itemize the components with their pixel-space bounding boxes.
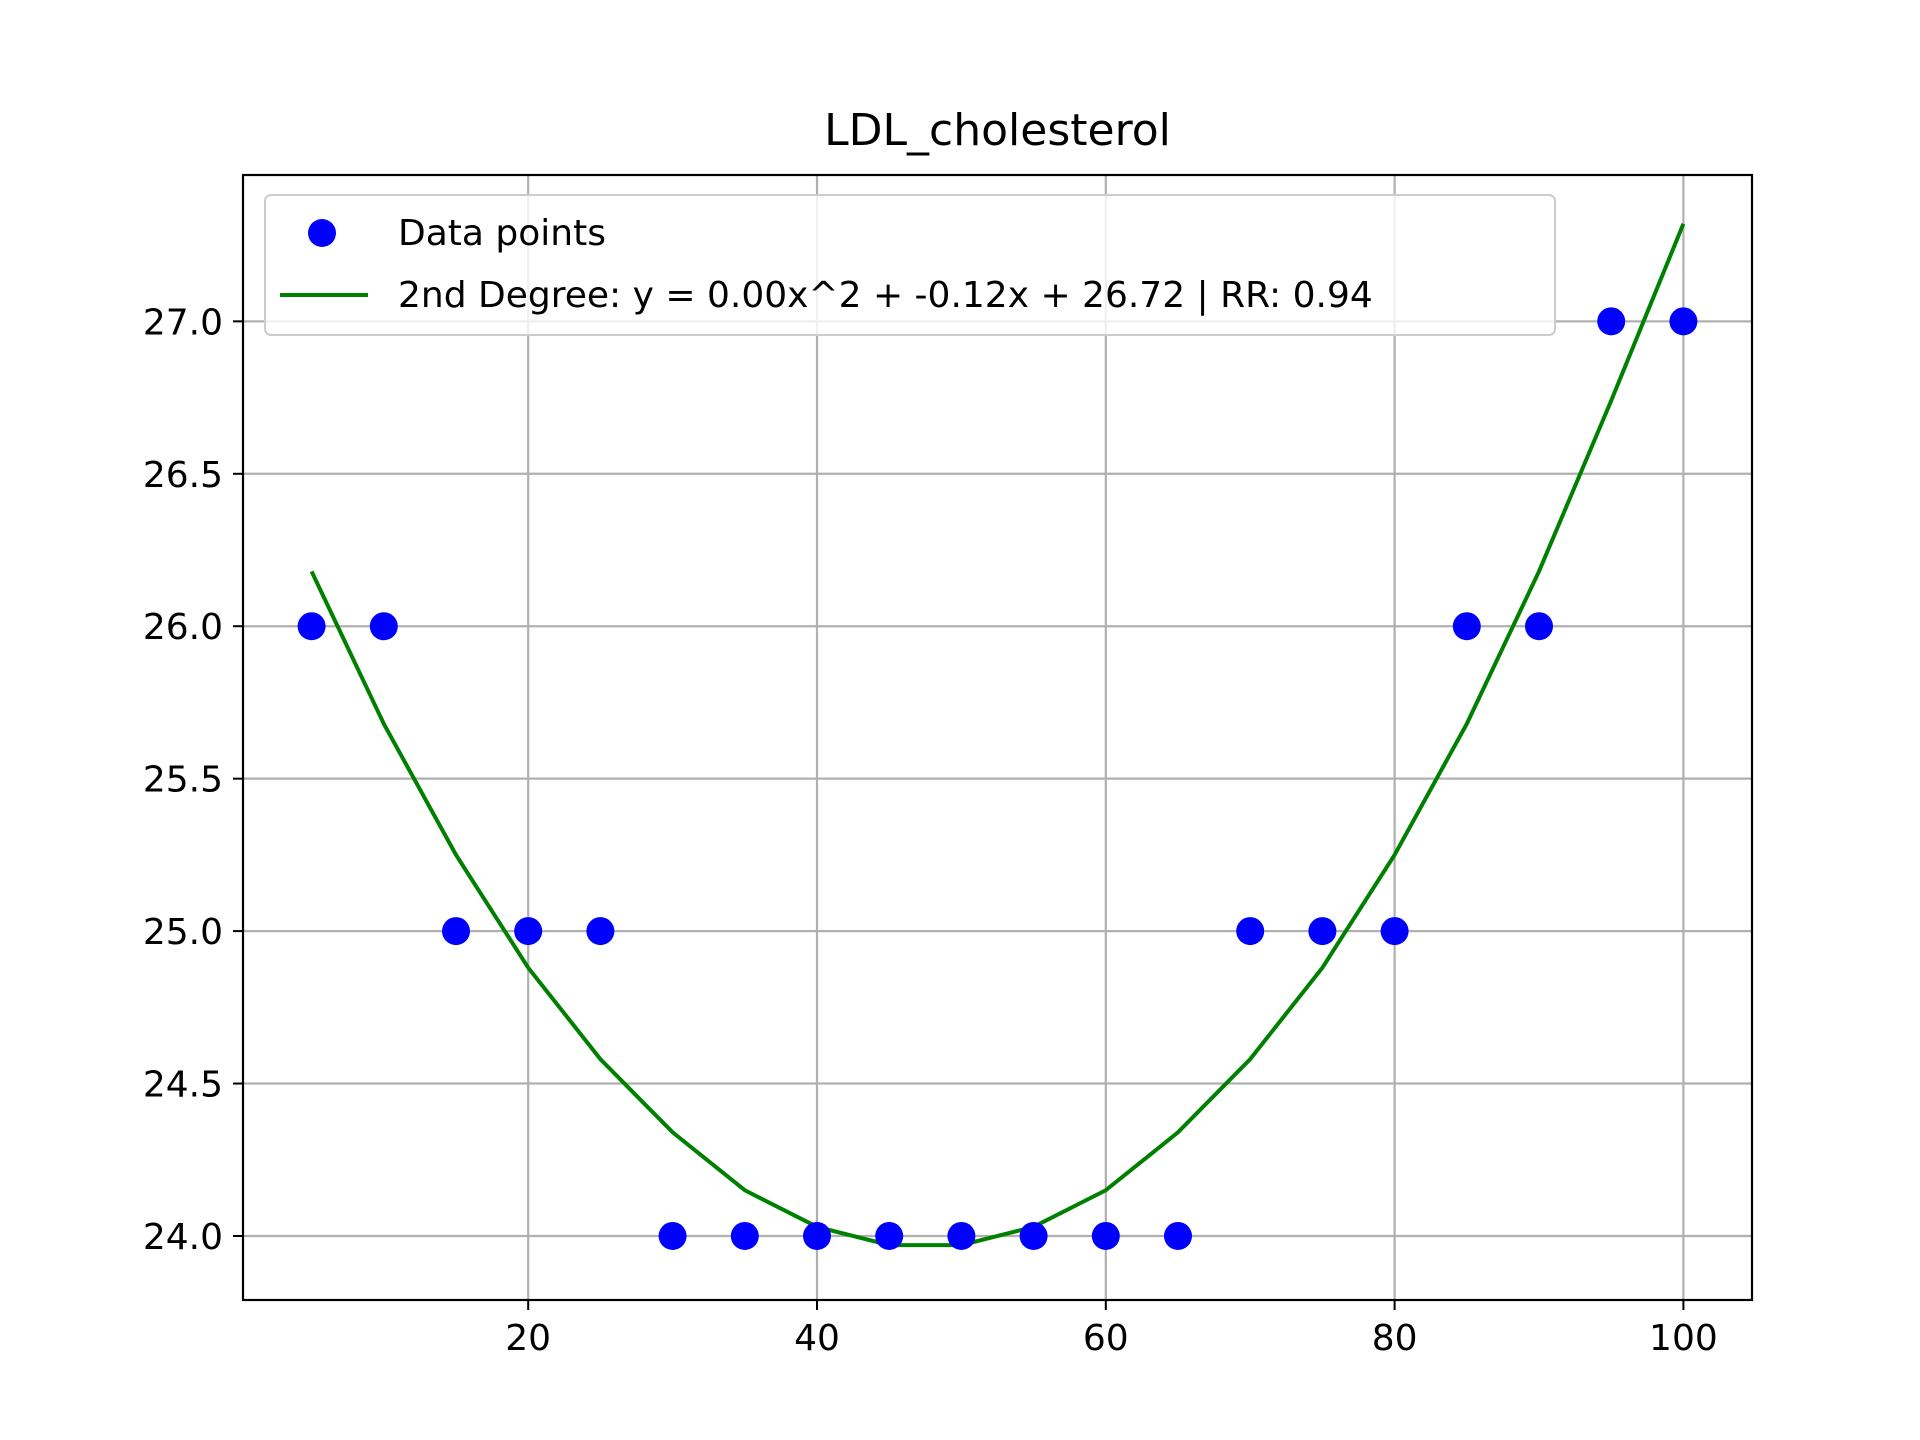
legend-label-fit-line: 2nd Degree: y = 0.00x^2 + -0.12x + 26.72… [398, 275, 1373, 316]
data-point [369, 612, 398, 641]
data-point [1164, 1221, 1193, 1250]
data-point [1452, 612, 1481, 641]
data-points-layer [297, 307, 1698, 1250]
data-point [1380, 917, 1409, 946]
x-tick-label: 80 [1372, 1318, 1418, 1359]
data-point [730, 1221, 759, 1250]
y-tick-label: 26.0 [143, 607, 223, 648]
y-tick-label: 25.0 [143, 912, 223, 953]
x-tick-label: 100 [1649, 1318, 1718, 1359]
data-point [875, 1221, 904, 1250]
data-point [1019, 1221, 1048, 1250]
data-point [441, 917, 470, 946]
y-tick-label: 27.0 [143, 302, 223, 343]
y-tick-label: 24.5 [143, 1065, 223, 1106]
data-point [802, 1221, 831, 1250]
chart-title: LDL_cholesterol [824, 105, 1171, 156]
data-point [658, 1221, 687, 1250]
fit-line [309, 223, 1686, 1248]
x-tick-label: 20 [505, 1318, 551, 1359]
data-point [1597, 307, 1626, 336]
data-point [1308, 917, 1337, 946]
data-point [1669, 307, 1698, 336]
x-tick-label: 60 [1083, 1318, 1129, 1359]
data-point [514, 917, 543, 946]
legend-box [264, 194, 1556, 336]
data-point [947, 1221, 976, 1250]
plot-area-frame [241, 173, 1754, 1302]
y-tick-label: 25.5 [143, 760, 223, 801]
data-point [1236, 917, 1265, 946]
data-point [297, 612, 326, 641]
legend-label-data-points: Data points [398, 213, 606, 254]
legend: Data points 2nd Degree: y = 0.00x^2 + -0… [264, 194, 1556, 336]
y-tick-label: 24.0 [143, 1217, 223, 1258]
data-point [1091, 1221, 1120, 1250]
legend-marker-data-points [308, 219, 336, 247]
grid [243, 175, 1752, 1300]
x-tick-label: 40 [794, 1318, 840, 1359]
axis-ticks: 20 40 60 80 100 24.0 24.5 25.0 25.5 26.0 26.5 27.0 [143, 302, 1718, 1359]
data-point [1525, 612, 1554, 641]
fit-line-layer [309, 223, 1686, 1248]
y-tick-label: 26.5 [143, 455, 223, 496]
data-point [586, 917, 615, 946]
